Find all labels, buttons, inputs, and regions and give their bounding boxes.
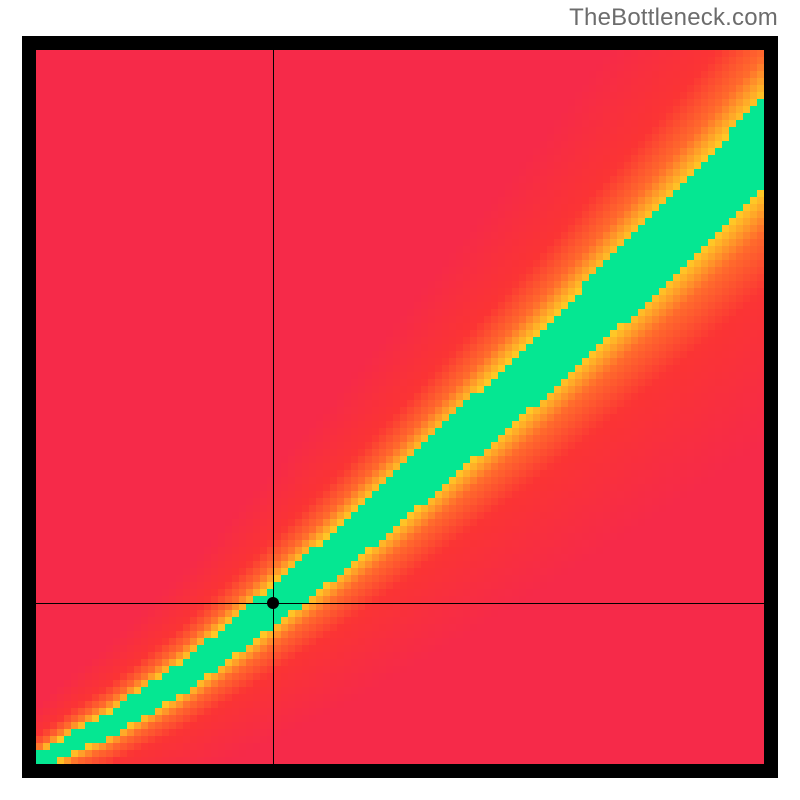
heatmap-canvas <box>36 50 764 764</box>
watermark-text: TheBottleneck.com <box>569 4 778 32</box>
